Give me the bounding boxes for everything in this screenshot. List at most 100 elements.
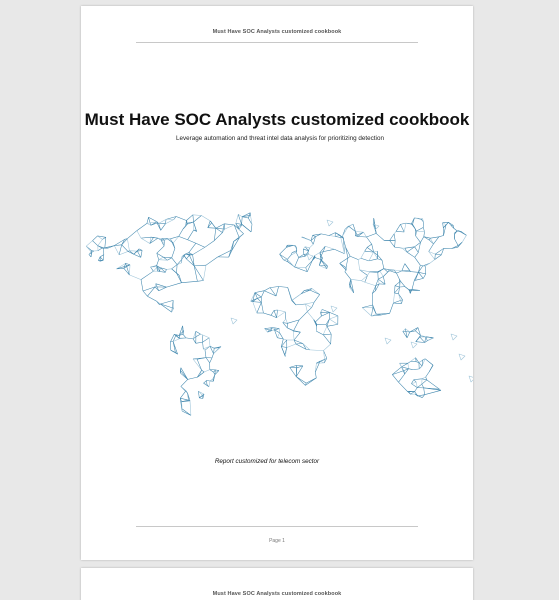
map-mesh-edge [182, 222, 189, 230]
map-mesh-edge [181, 408, 192, 416]
map-mesh-edge [329, 318, 338, 325]
map-mesh-edge [421, 378, 427, 381]
map-island-triangle [468, 375, 473, 383]
map-mesh-edge [242, 216, 249, 219]
map-mesh-edge [264, 328, 268, 333]
map-mesh-edge [156, 259, 159, 266]
map-mesh-edge [434, 254, 436, 260]
map-mesh-edge [178, 228, 184, 237]
map-mesh-edge [203, 348, 206, 351]
map-mesh-edge [308, 247, 310, 251]
map-mesh-edge [404, 246, 415, 249]
map-mesh-edge [118, 244, 122, 255]
map-mesh-edge [442, 222, 447, 226]
map-mesh-edge [323, 350, 328, 359]
map-mesh-edge [186, 255, 190, 260]
map-mesh-edge [450, 225, 455, 229]
map-mesh-edge [209, 346, 214, 354]
map-mesh-edge [304, 288, 312, 291]
map-mesh-edge [194, 264, 207, 267]
map-mesh-edge [176, 264, 178, 274]
map-mesh-edge [373, 218, 377, 234]
map-island-triangle [458, 353, 466, 361]
map-island-triangle [372, 223, 380, 231]
map-mesh-edge [329, 312, 339, 317]
map-mesh-edge [252, 301, 262, 303]
map-mesh-edge [310, 240, 314, 245]
map-mesh-edge [323, 246, 326, 252]
map-mesh-edge [104, 245, 115, 249]
map-mesh-edge [88, 254, 92, 258]
map-mesh-edge [289, 365, 297, 368]
map-mesh-edge [159, 271, 166, 273]
map-mesh-edge [362, 304, 373, 308]
map-mesh-edge [392, 374, 399, 383]
map-mesh-edge [352, 224, 356, 232]
map-mesh-edge [312, 233, 322, 236]
map-mesh-edge [316, 359, 325, 364]
map-mesh-edge [304, 246, 310, 249]
map-mesh-edge [372, 304, 377, 315]
map-mesh-edge [172, 236, 179, 244]
map-mesh-edge [315, 372, 317, 378]
map-mesh-edge [160, 267, 167, 270]
map-mesh-edge [282, 322, 288, 324]
map-mesh-edge [417, 394, 425, 397]
map-mesh-edge [256, 302, 262, 314]
map-mesh-edge [197, 371, 205, 378]
map-mesh-edge [416, 361, 419, 363]
map-mesh-edge [355, 231, 364, 233]
map-mesh-edge [429, 239, 434, 245]
map-mesh-edge [171, 308, 174, 313]
map-mesh-edge [319, 252, 323, 259]
map-mesh-edge [393, 302, 402, 304]
map-mesh-edge [418, 265, 421, 273]
map-mesh-edge [214, 370, 220, 375]
map-mesh-edge [303, 249, 305, 255]
map-mesh-edge [158, 256, 164, 260]
map-mesh-edge [368, 251, 374, 262]
map-island-triangle [326, 219, 334, 227]
map-mesh-edge [199, 397, 203, 399]
map-mesh-edge [364, 250, 374, 253]
map-mesh-edge [271, 329, 275, 331]
map-mesh-edge [142, 286, 156, 292]
map-mesh-edge [274, 327, 276, 330]
map-mesh-edge [180, 372, 188, 380]
map-mesh-edge [296, 365, 303, 369]
map-mesh-edge [320, 251, 324, 258]
map-mesh-edge [193, 265, 198, 282]
map-mesh-edge [453, 228, 458, 232]
map-mesh-edge [400, 224, 405, 233]
map-mesh-edge [321, 309, 323, 317]
map-mesh-edge [241, 216, 243, 225]
map-mesh-edge [335, 236, 344, 239]
map-mesh-edge [192, 331, 196, 339]
map-mesh-edge [215, 227, 223, 233]
map-mesh-edge [411, 217, 415, 224]
map-mesh-edge [160, 223, 166, 231]
map-mesh-edge [283, 338, 287, 341]
map-mesh-edge [91, 250, 94, 253]
map-mesh-edge [414, 217, 423, 219]
map-mesh-edge [133, 248, 140, 255]
map-mesh-edge [197, 357, 207, 360]
map-mesh-edge [328, 235, 336, 237]
map-mesh-edge [410, 271, 419, 273]
map-mesh-edge [404, 248, 408, 253]
map-mesh-edge [319, 257, 323, 266]
map-mesh-edge [264, 287, 271, 291]
map-mesh-edge [209, 220, 217, 229]
map-mesh-edge [402, 331, 410, 333]
map-mesh-edge [269, 286, 279, 288]
map-mesh-edge [205, 357, 210, 363]
map-mesh-edge [158, 286, 167, 292]
map-mesh-edge [252, 301, 258, 314]
map-mesh-edge [295, 252, 299, 258]
map-mesh-edge [304, 246, 309, 251]
map-mesh-edge [207, 220, 211, 228]
map-mesh-edge [394, 285, 396, 294]
map-mesh-edge [302, 343, 307, 350]
map-mesh-edge [185, 252, 190, 255]
